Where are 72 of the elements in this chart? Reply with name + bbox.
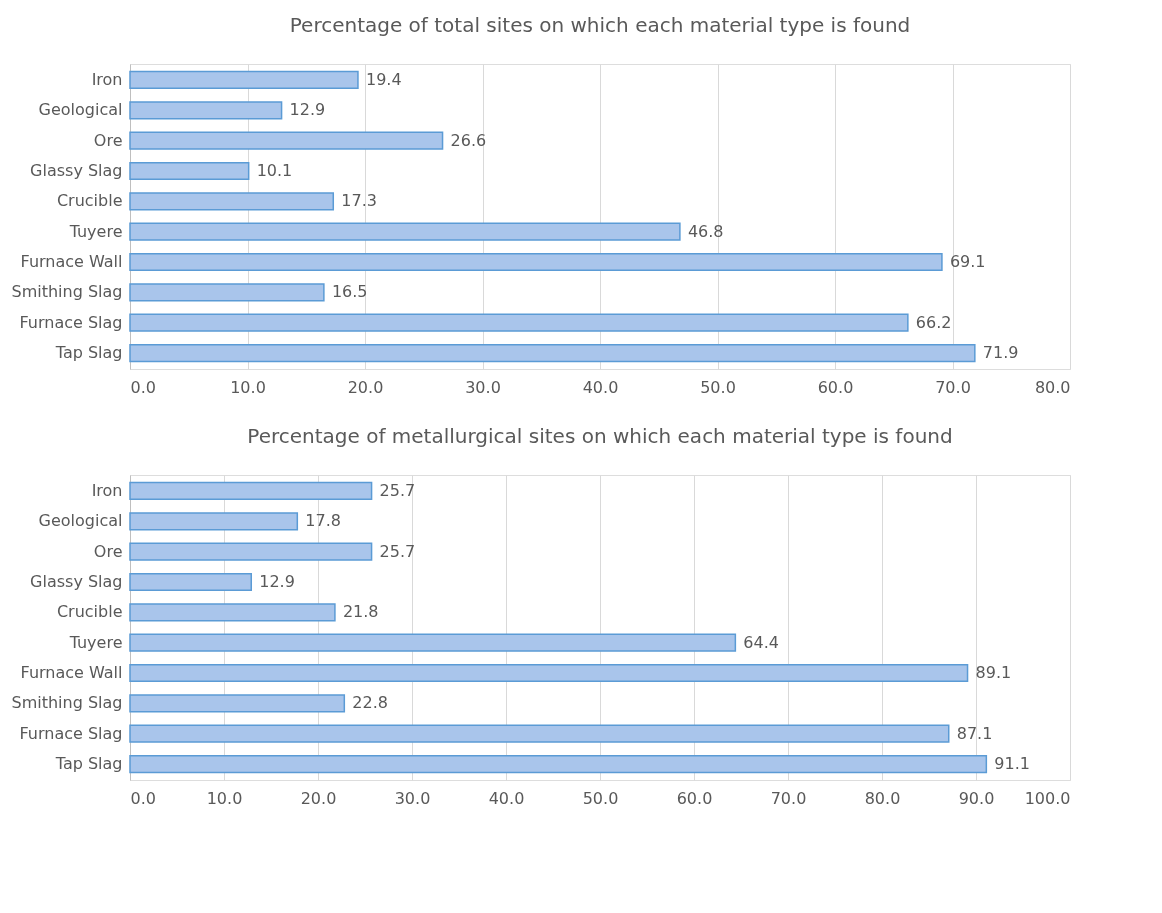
bar <box>129 633 737 652</box>
bar <box>129 481 373 501</box>
y-tick-label: Crucible <box>56 191 123 211</box>
y-tick-label: Tuyere <box>68 632 123 652</box>
x-tick-label: 60.0 <box>817 377 854 397</box>
bar <box>129 572 253 592</box>
x-tick-label: 100.0 <box>1024 788 1071 808</box>
x-tick-label: 20.0 <box>347 377 384 397</box>
bar <box>129 663 969 683</box>
x-tick-label: 80.0 <box>1034 377 1071 397</box>
y-tick-label: Furnace Wall <box>20 663 123 683</box>
data-label: 22.8 <box>352 693 388 713</box>
x-tick-label: 10.0 <box>206 788 243 808</box>
y-tick-label: Furnace Slag <box>19 312 123 332</box>
bar <box>129 512 299 531</box>
data-label: 19.4 <box>365 69 402 89</box>
y-tick-label: Glassy Slag <box>30 571 123 591</box>
bar <box>129 603 336 622</box>
y-tick-label: Tuyere <box>68 221 123 241</box>
data-label: 12.9 <box>289 100 326 120</box>
y-tick-label: Geological <box>38 511 123 531</box>
data-label: 46.8 <box>687 221 724 241</box>
x-tick-label: 60.0 <box>676 788 713 808</box>
data-label: 26.6 <box>450 130 487 150</box>
y-tick-label: Glassy Slag <box>30 160 123 180</box>
chart-title: Percentage of total sites on which each material type is found <box>289 13 911 37</box>
y-tick-label: Ore <box>93 130 123 150</box>
x-tick-label: 40.0 <box>488 788 525 808</box>
y-tick-label: Furnace Wall <box>20 252 123 272</box>
data-label: 21.8 <box>342 602 379 622</box>
data-label: 89.1 <box>975 663 1012 683</box>
x-tick-label: 20.0 <box>300 788 337 808</box>
data-label: 17.3 <box>341 191 377 211</box>
data-label: 66.2 <box>915 312 952 332</box>
y-tick-label: Geological <box>38 100 123 120</box>
data-label: 91.1 <box>994 754 1030 774</box>
x-tick-label: 30.0 <box>465 377 501 397</box>
bar <box>129 724 950 743</box>
bar <box>129 694 346 713</box>
bar <box>129 754 988 774</box>
x-tick-label: 30.0 <box>394 788 431 808</box>
y-tick-label: Crucible <box>56 602 123 622</box>
y-tick-label: Ore <box>93 541 123 561</box>
y-tick-label: Iron <box>91 480 123 500</box>
x-tick-label: 70.0 <box>935 377 971 397</box>
data-label: 25.7 <box>379 541 416 561</box>
x-tick-label: 0.0 <box>130 377 156 397</box>
y-tick-label: Iron <box>91 69 123 89</box>
x-tick-label: 10.0 <box>230 377 266 397</box>
x-tick-label: 50.0 <box>582 788 619 808</box>
data-label: 16.5 <box>331 282 368 302</box>
y-tick-label: Smithing Slag <box>11 693 123 713</box>
data-label: 71.9 <box>982 343 1019 363</box>
y-tick-label: Tap Slag <box>54 343 123 363</box>
data-label: 25.7 <box>379 480 416 500</box>
data-label: 64.4 <box>743 632 779 652</box>
x-tick-label: 50.0 <box>700 377 736 397</box>
x-tick-label: 40.0 <box>582 377 619 397</box>
data-label: 69.1 <box>949 252 986 272</box>
data-label: 17.8 <box>305 511 341 531</box>
data-label: 10.1 <box>256 160 293 180</box>
x-tick-label: 90.0 <box>958 788 995 808</box>
y-tick-label: Furnace Slag <box>19 723 123 743</box>
bar <box>129 542 373 561</box>
chart-title: Percentage of metallurgical sites on which each material type is found <box>247 424 953 448</box>
data-label: 87.1 <box>956 723 993 743</box>
y-tick-label: Tap Slag <box>54 754 123 774</box>
x-tick-label: 0.0 <box>130 788 156 808</box>
y-tick-label: Smithing Slag <box>11 282 123 302</box>
x-tick-label: 80.0 <box>864 788 901 808</box>
x-tick-label: 70.0 <box>770 788 807 808</box>
data-label: 12.9 <box>259 571 295 591</box>
